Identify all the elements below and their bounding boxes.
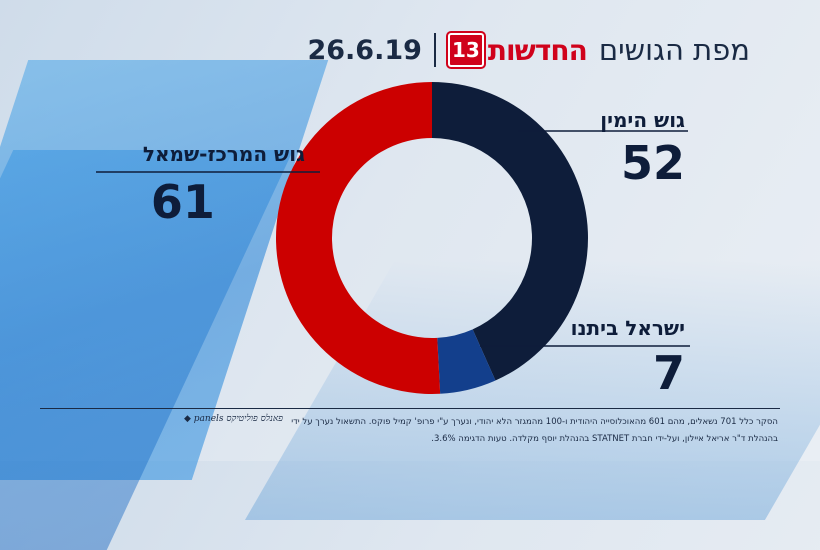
- logo-number: 13: [447, 33, 484, 67]
- header-separator: [433, 33, 436, 67]
- footer-note: הסקר כלל 701 נשאלים, מהם 601 מהאוכלוסייה…: [178, 414, 778, 448]
- block-right: גוש הימין 52: [600, 108, 685, 186]
- pollster-logo: ◆ panels פאנלס פוליטיקס: [184, 414, 283, 424]
- block-right-label: גוש הימין: [600, 108, 685, 132]
- donut-chart: [96, 82, 690, 394]
- footer-line-1: הסקר כלל 701 נשאלים, מהם 601 מהאוכלוסייה…: [291, 417, 778, 427]
- footer-line-2: בהנהלת ד"ר אריאל איילון, ועל-ידי חברת ST…: [431, 434, 778, 444]
- block-israel-beytenu-label: ישראל ביתנו: [570, 316, 685, 340]
- logo-text: החדשות: [487, 33, 588, 67]
- block-israel-beytenu: ישראל ביתנו 7: [571, 316, 685, 396]
- block-center-left-label: גוש המרכז-שמאל: [142, 142, 305, 166]
- donut-slice-1: [437, 329, 496, 394]
- page-title: מפת הגושים: [598, 33, 750, 67]
- block-center-left-value: 61: [150, 175, 215, 229]
- donut-slice-0: [432, 82, 588, 381]
- header: מפת הגושים החדשות 13 26.6.19: [307, 30, 750, 70]
- block-center-left: גוש המרכז-שמאל 61: [143, 142, 305, 225]
- block-right-value: 52: [620, 136, 685, 190]
- footer-divider: [40, 408, 780, 409]
- channel-logo: החדשות 13: [447, 33, 588, 67]
- survey-date: 26.6.19: [307, 34, 422, 66]
- block-israel-beytenu-value: 7: [652, 346, 685, 400]
- donut-slice-2: [276, 82, 441, 394]
